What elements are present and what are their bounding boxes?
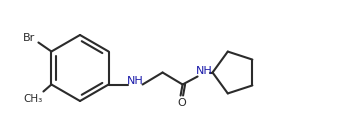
Text: NH: NH: [196, 66, 213, 75]
Text: CH₃: CH₃: [24, 94, 43, 103]
Text: O: O: [177, 97, 186, 108]
Text: Br: Br: [23, 32, 36, 43]
Text: NH: NH: [127, 75, 144, 86]
